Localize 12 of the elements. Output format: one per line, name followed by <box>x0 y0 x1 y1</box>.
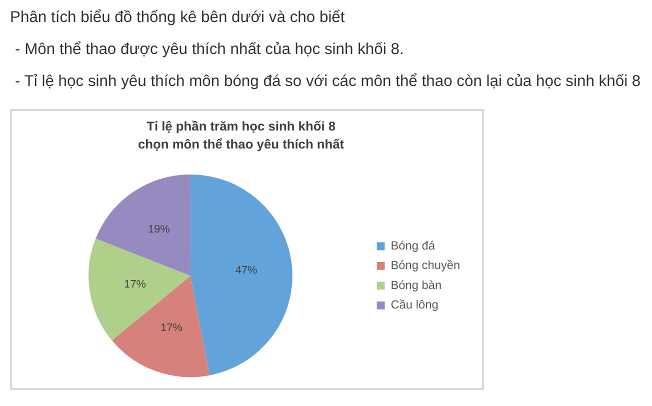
data-label: 19% <box>148 224 170 236</box>
chart-title: Tỉ lệ phần trăm học sinh khối 8 chọn môn thể thao yêu thích nhất <box>138 118 345 152</box>
text: - Môn thể thao được yêu thích nhất của học sinh khối 8. <box>15 40 404 60</box>
data-label: 17% <box>124 278 146 291</box>
data-label: 17% <box>160 322 183 334</box>
legend-label: Bóng chuyền <box>390 258 460 272</box>
legend-label: Bóng đá <box>390 238 436 253</box>
data-label: 47% <box>235 264 258 277</box>
text: Phân tích biểu đồ thống kê bên dưới và cho biết <box>10 8 345 28</box>
legend-label: Cầu lông <box>390 298 438 312</box>
text: - Tỉ lệ học sinh yêu thích môn bóng đá so với các môn thể thao còn lại của học sinh khối 8 <box>15 72 641 92</box>
legend-label: Bóng bàn <box>390 278 442 292</box>
